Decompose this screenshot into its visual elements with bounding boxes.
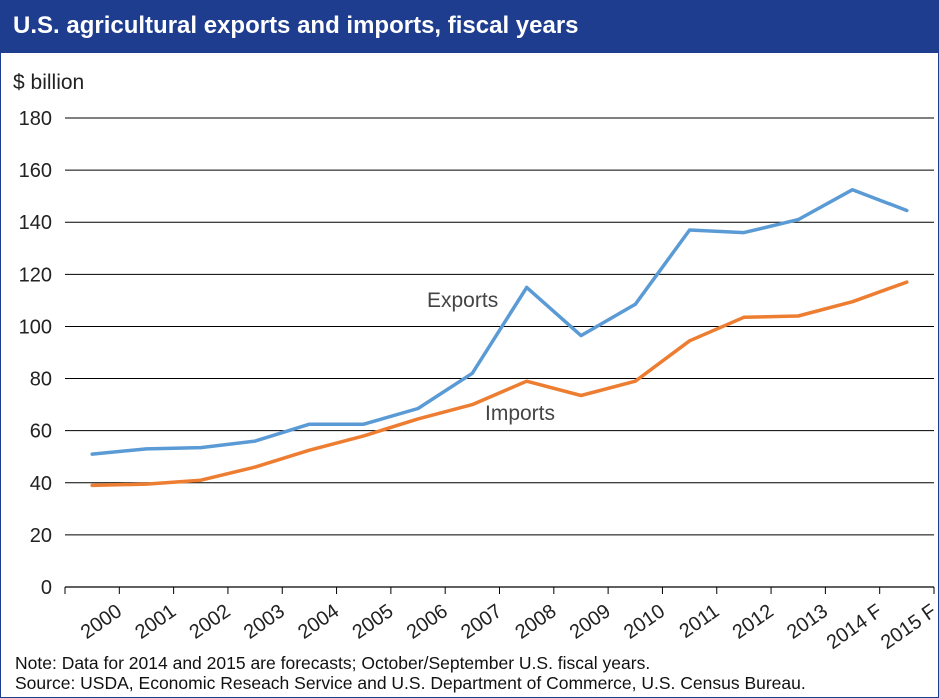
x-tick-label: 2002 [186, 600, 235, 644]
imports-line [90, 280, 909, 488]
x-tick-label: 2015 F [877, 600, 938, 651]
exports-series-label: Exports [427, 289, 498, 312]
x-tick-label: 2006 [403, 600, 452, 644]
y-tick-label: 60 [30, 421, 52, 443]
x-axis-ticks: 2000 2001 2002 2003 2004 2005 2006 2007 2008 2009… [64, 587, 938, 651]
x-tick-label: 2011 [676, 600, 724, 643]
y-tick-label: 160 [19, 160, 52, 182]
y-tick-label: 140 [19, 212, 52, 234]
x-tick-label: 2012 [729, 600, 778, 644]
y-tick-label: 20 [30, 525, 52, 547]
x-tick-label: 2005 [348, 600, 397, 644]
x-tick-label: 2014 F [823, 600, 887, 651]
source-note: Source: USDA, Economic Reseach Service a… [15, 673, 806, 693]
y-tick-label: 120 [19, 264, 52, 286]
x-tick-label: 2009 [566, 600, 615, 644]
imports-series-label: Imports [485, 402, 555, 425]
x-tick-label: 2001 [131, 600, 180, 644]
y-tick-label: 40 [30, 473, 52, 495]
series-lines [90, 187, 909, 488]
footnote: Note: Data for 2014 and 2015 are forecas… [15, 653, 651, 673]
title-bar: U.S. agricultural exports and imports, f… [1, 1, 938, 53]
y-tick-label: 180 [19, 108, 52, 130]
x-tick-label: 2003 [240, 600, 289, 644]
y-axis-ticks: 0 20 40 60 80 100 120 140 160 180 [19, 108, 52, 599]
x-tick-label: 2008 [511, 600, 560, 644]
exports-line [90, 187, 909, 456]
series-labels: Exports Imports [427, 289, 555, 425]
y-tick-label: 0 [41, 577, 52, 599]
x-tick-label: 2007 [457, 600, 506, 644]
y-tick-label: 80 [30, 369, 52, 391]
y-axis-unit-label: $ billion [13, 71, 85, 94]
x-tick-label: 2000 [77, 600, 126, 644]
gridlines [65, 117, 934, 588]
x-tick-label: 2004 [294, 600, 343, 644]
x-tick-label: 2010 [620, 600, 669, 644]
y-tick-label: 100 [19, 316, 52, 338]
chart-title: U.S. agricultural exports and imports, f… [13, 12, 579, 39]
